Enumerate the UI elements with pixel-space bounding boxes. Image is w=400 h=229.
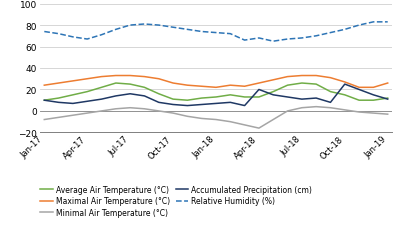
Legend: Average Air Temperature (°C), Maximal Air Temperature (°C), Minimal Air Temperat: Average Air Temperature (°C), Maximal Ai… xyxy=(40,185,312,217)
